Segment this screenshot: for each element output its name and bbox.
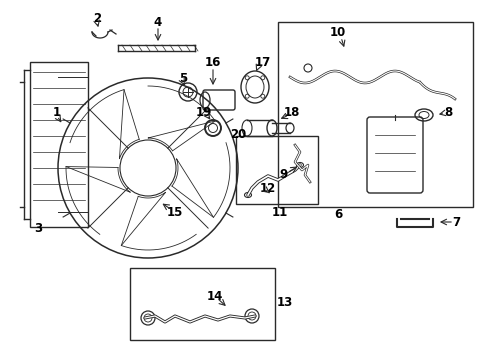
Text: 15: 15 bbox=[166, 206, 183, 219]
Text: 19: 19 bbox=[195, 107, 212, 120]
Text: 8: 8 bbox=[443, 105, 451, 118]
Text: 17: 17 bbox=[254, 57, 270, 69]
Text: 11: 11 bbox=[271, 207, 287, 220]
Text: 3: 3 bbox=[34, 221, 42, 234]
Text: 14: 14 bbox=[206, 289, 223, 302]
Text: 4: 4 bbox=[154, 15, 162, 28]
Text: 9: 9 bbox=[278, 168, 286, 181]
Bar bbox=[30, 62, 88, 227]
Bar bbox=[236, 136, 317, 204]
Text: 12: 12 bbox=[259, 181, 276, 194]
Bar bbox=[130, 268, 274, 340]
Text: 10: 10 bbox=[329, 27, 346, 40]
Text: 16: 16 bbox=[204, 57, 221, 69]
Text: 13: 13 bbox=[276, 297, 292, 310]
Text: 18: 18 bbox=[283, 107, 300, 120]
Text: 7: 7 bbox=[451, 216, 459, 229]
Bar bbox=[278, 22, 472, 207]
Text: 6: 6 bbox=[333, 207, 342, 220]
Text: 20: 20 bbox=[229, 129, 245, 141]
Text: 5: 5 bbox=[179, 72, 187, 85]
Text: 2: 2 bbox=[93, 12, 101, 24]
Text: 1: 1 bbox=[53, 107, 61, 120]
